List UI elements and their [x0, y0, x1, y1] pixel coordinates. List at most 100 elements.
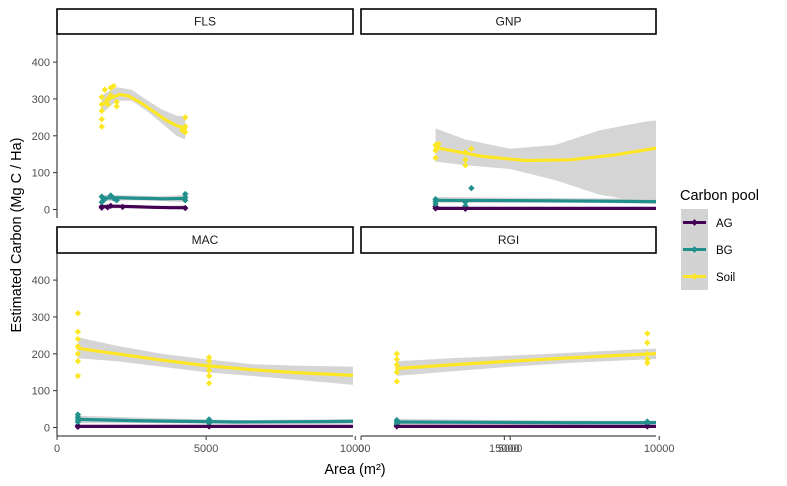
- point-soil: [98, 123, 105, 130]
- legend-label: BG: [716, 245, 733, 257]
- x-tick-label: 10000: [340, 443, 371, 455]
- panel-data: [393, 330, 656, 430]
- y-tick-label: 400: [32, 57, 50, 69]
- smooth-line-soil: [434, 146, 656, 163]
- point-soil: [205, 357, 213, 365]
- point-soil: [98, 116, 105, 123]
- strip-box: [360, 8, 657, 35]
- point-soil: [107, 92, 114, 99]
- point-soil: [113, 103, 120, 110]
- point-soil: [644, 339, 651, 346]
- facet-panel-mac: MAC 0 100 200 300 400 0 5000 10000 15000: [32, 226, 522, 455]
- point-soil: [74, 357, 82, 365]
- strip-label: RGI: [498, 233, 519, 247]
- y-tick-label: 200: [32, 349, 50, 361]
- point-soil: [74, 343, 82, 350]
- facet-panel-gnp: GNP: [360, 8, 657, 212]
- smooth-line-bg: [395, 420, 656, 425]
- legend-key-point: [691, 246, 698, 253]
- y-tick-label: 300: [32, 94, 50, 106]
- point-soil: [516, 384, 522, 390]
- legend-key-bg: BG: [681, 236, 733, 263]
- strip-label: MAC: [192, 233, 219, 247]
- point-soil: [98, 107, 105, 114]
- strip-label: GNP: [495, 15, 521, 29]
- point-soil: [644, 359, 651, 367]
- point-bg: [182, 190, 189, 198]
- point-soil: [205, 354, 213, 361]
- y-tick-label: 400: [32, 275, 50, 287]
- x-axis-title: Area (m²): [324, 462, 385, 478]
- point-soil: [432, 154, 439, 162]
- panel-data: [432, 120, 656, 212]
- smooth-line-bg: [100, 196, 187, 201]
- strip-box: [56, 226, 354, 254]
- point-soil: [393, 361, 401, 369]
- point-soil: [393, 350, 401, 357]
- point-soil: [107, 84, 114, 92]
- legend-key-point: [691, 273, 698, 280]
- y-tick-label: 100: [32, 168, 50, 180]
- x-tick-label: 5000: [194, 443, 218, 455]
- y-tick-label: 200: [32, 131, 50, 143]
- legend-key-soil: Soil: [681, 263, 735, 290]
- legend-key-ag: AG: [681, 209, 733, 236]
- facet-panel-fls: FLS 0 100 200 300 400: [32, 8, 354, 218]
- point-soil: [393, 369, 401, 376]
- smooth-line-ag: [100, 204, 187, 210]
- y-tick-label: 300: [32, 312, 50, 324]
- point-bg: [516, 413, 522, 419]
- point-soil: [516, 387, 522, 393]
- smooth-line-soil: [76, 346, 353, 377]
- point-soil: [205, 367, 213, 374]
- point-soil: [74, 372, 82, 380]
- point-soil: [462, 156, 469, 163]
- point-soil: [101, 86, 108, 93]
- point-soil: [205, 380, 213, 387]
- facet-panel-rgi: RGI 0 5000 10000 15000: [358, 226, 675, 455]
- point-bg: [74, 411, 82, 418]
- y-axis-title: Estimated Carbon (Mg C / Ha): [9, 137, 25, 332]
- x-tick-label: 5000: [498, 443, 522, 455]
- panel-data: [74, 310, 522, 430]
- point-soil: [516, 397, 522, 403]
- ribbon-soil: [101, 87, 186, 140]
- point-soil: [435, 140, 442, 148]
- point-soil: [74, 328, 82, 335]
- point-soil: [74, 350, 82, 357]
- point-bg: [516, 410, 522, 416]
- point-soil: [110, 82, 117, 90]
- point-soil: [104, 101, 111, 108]
- point-soil: [462, 162, 469, 169]
- strip-box: [360, 226, 657, 254]
- legend-label: Soil: [716, 272, 735, 284]
- y-tick-label: 0: [44, 423, 50, 435]
- legend: Carbon pool AG BG Soil: [680, 188, 759, 290]
- legend-label: AG: [716, 218, 733, 230]
- smooth-line-soil: [395, 352, 656, 371]
- point-soil: [74, 335, 82, 343]
- y-tick-label: 100: [32, 386, 50, 398]
- smooth-line-bg: [76, 417, 353, 424]
- point-soil: [74, 310, 82, 317]
- x-tick-label: 15000: [489, 443, 520, 455]
- point-soil: [113, 98, 120, 106]
- point-soil: [644, 356, 651, 363]
- point-soil: [393, 378, 401, 385]
- strip-box: [56, 8, 354, 35]
- point-soil: [182, 128, 189, 136]
- point-soil: [393, 356, 401, 363]
- point-soil: [205, 372, 213, 380]
- smooth-line-soil: [100, 92, 187, 130]
- y-tick-label: 0: [44, 205, 50, 217]
- legend-title: Carbon pool: [680, 188, 759, 204]
- x-tick-label: 10000: [644, 443, 675, 455]
- strip-label: FLS: [194, 15, 216, 29]
- point-soil: [98, 93, 105, 101]
- point-bg: [468, 184, 475, 192]
- legend-key-point: [691, 219, 698, 226]
- x-tick-label: 0: [54, 443, 60, 455]
- smooth-line-bg: [434, 198, 656, 204]
- point-soil: [644, 330, 651, 337]
